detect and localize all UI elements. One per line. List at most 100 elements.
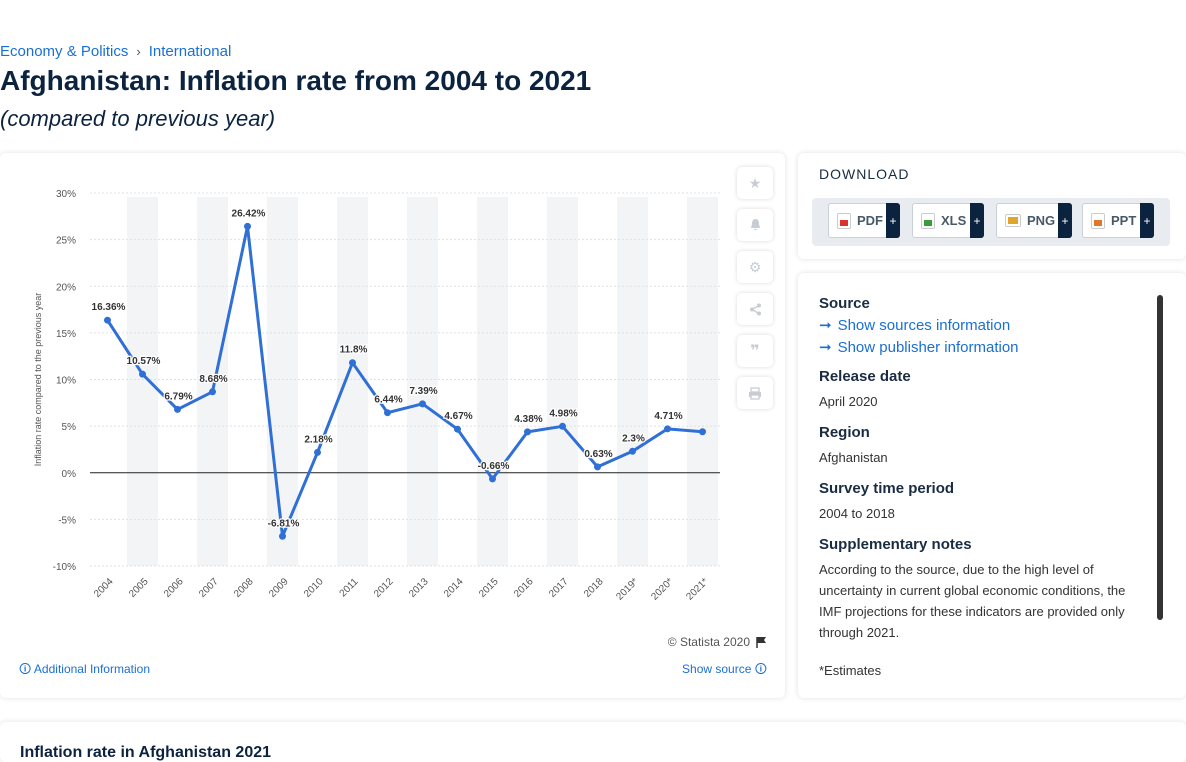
column-band — [337, 197, 368, 566]
plus-icon[interactable]: + — [886, 203, 900, 238]
quote-icon[interactable]: ❞ — [737, 335, 773, 367]
page-title: Afghanistan: Inflation rate from 2004 to… — [0, 65, 592, 96]
data-point — [279, 532, 286, 540]
breadcrumb: Economy & Politics › International — [0, 43, 231, 60]
data-label: 16.36% — [92, 302, 126, 313]
download-title: DOWNLOAD — [819, 166, 910, 182]
data-label: 6.44% — [374, 395, 402, 406]
column-band — [267, 197, 298, 566]
data-label: 0.63% — [584, 449, 612, 460]
download-xls-button[interactable]: XLS + — [912, 203, 984, 238]
download-png-label: PNG — [1027, 213, 1056, 228]
x-tick-label: 2009 — [267, 576, 291, 600]
print-icon[interactable] — [737, 377, 773, 409]
column-band — [687, 197, 718, 566]
data-point — [454, 425, 461, 433]
bell-icon[interactable] — [737, 209, 773, 241]
gear-icon[interactable]: ⚙ — [737, 251, 773, 283]
data-point — [594, 463, 601, 471]
data-label: 7.39% — [409, 386, 437, 397]
data-point — [244, 222, 251, 230]
additional-information-link[interactable]: 🛈 Additional Information — [19, 660, 150, 681]
arrow-right-icon: ➞ — [819, 339, 832, 356]
download-ppt-button[interactable]: PPT + — [1082, 203, 1154, 238]
data-label: 8.68% — [199, 374, 227, 385]
show-publisher-label: Show publisher information — [837, 338, 1019, 356]
breadcrumb-economy[interactable]: Economy & Politics — [0, 43, 129, 60]
show-publisher-link[interactable]: ➞ Show publisher information — [819, 338, 1139, 357]
data-label: 4.98% — [549, 408, 577, 419]
data-label: 6.79% — [164, 391, 192, 402]
data-label: 10.57% — [127, 356, 161, 367]
plus-icon[interactable]: + — [970, 203, 984, 238]
related-statistic-title[interactable]: Inflation rate in Afghanistan 2021 — [20, 744, 272, 761]
data-label: 2.18% — [304, 434, 332, 445]
x-tick-label: 2014 — [442, 576, 466, 600]
plus-icon[interactable]: + — [1140, 203, 1154, 238]
download-buttons: PDF + XLS + PNG + PPT + — [812, 198, 1170, 246]
chevron-right-icon: › — [136, 44, 141, 59]
x-tick-label: 2007 — [197, 576, 221, 600]
estimates-footnote: *Estimates — [819, 663, 882, 678]
scrollbar[interactable] — [1157, 295, 1163, 620]
x-tick-label: 2017 — [547, 576, 571, 600]
x-tick-label: 2004 — [92, 576, 116, 600]
data-label: 26.42% — [232, 208, 266, 219]
data-label: 4.67% — [444, 411, 472, 422]
x-tick-label: 2019* — [614, 576, 640, 602]
inflation-line-chart: 30% 25% 20% 15% 10% 5% 0% -5% -10% Inflation rate… — [33, 189, 720, 603]
release-date-label: Release date — [819, 368, 911, 385]
data-point — [104, 316, 111, 324]
chart-toolbar: ★ ⚙ ❞ — [737, 167, 773, 409]
data-point — [349, 359, 356, 367]
data-label: -6.81% — [268, 518, 300, 529]
copyright: © Statista 2020 — [668, 635, 767, 649]
xls-file-icon — [921, 212, 935, 229]
show-source-link[interactable]: Show source 🛈 — [682, 660, 767, 681]
x-tick-label: 2013 — [407, 576, 431, 600]
data-point — [664, 425, 671, 433]
download-png-button[interactable]: PNG + — [996, 203, 1072, 238]
release-date-value: April 2020 — [819, 394, 878, 409]
png-file-icon — [1005, 214, 1021, 227]
download-pdf-label: PDF — [857, 213, 883, 228]
data-label: -0.66% — [478, 461, 510, 472]
data-label: 11.8% — [340, 345, 368, 356]
column-band — [547, 197, 578, 566]
breadcrumb-international[interactable]: International — [148, 43, 232, 60]
data-point — [314, 448, 321, 456]
show-source-label: Show source — [682, 662, 752, 676]
show-sources-label: Show sources information — [837, 316, 1011, 334]
survey-period-label: Survey time period — [819, 480, 955, 497]
series-line — [106, 224, 703, 538]
data-point — [174, 405, 181, 413]
column-band — [617, 197, 648, 566]
chart-card: 30% 25% 20% 15% 10% 5% 0% -5% -10% Inflation rate… — [0, 153, 785, 698]
statistic-details-card: Source ➞ Show sources information ➞ Show… — [798, 273, 1186, 698]
download-xls-label: XLS — [941, 213, 967, 228]
copyright-text: © Statista 2020 — [667, 635, 750, 649]
y-tick-label: 30% — [56, 189, 76, 200]
plus-icon[interactable]: + — [1058, 203, 1072, 238]
data-point — [699, 428, 706, 436]
arrow-right-icon: ➞ — [819, 317, 832, 334]
x-tick-label: 2006 — [162, 576, 186, 600]
column-band — [407, 197, 438, 566]
y-tick-label: -5% — [58, 515, 76, 526]
download-card: DOWNLOAD PDF + XLS + PNG + PPT + — [798, 153, 1186, 259]
data-point — [209, 388, 216, 396]
data-point — [419, 400, 426, 408]
y-tick-label: 0% — [62, 469, 77, 480]
x-tick-label: 2015 — [477, 576, 501, 600]
data-point — [489, 475, 496, 483]
y-axis-label: Inflation rate compared to the previous … — [33, 293, 43, 467]
show-sources-link[interactable]: ➞ Show sources information — [819, 316, 1139, 335]
download-pdf-button[interactable]: PDF + — [828, 203, 900, 238]
x-tick-label: 2005 — [127, 576, 151, 600]
star-icon[interactable]: ★ — [737, 167, 773, 199]
survey-period-value: 2004 to 2018 — [819, 506, 895, 521]
additional-information-label: Additional Information — [33, 662, 150, 676]
flag-icon[interactable] — [756, 636, 767, 648]
x-tick-label: 2021* — [684, 576, 710, 602]
share-icon[interactable] — [737, 293, 773, 325]
